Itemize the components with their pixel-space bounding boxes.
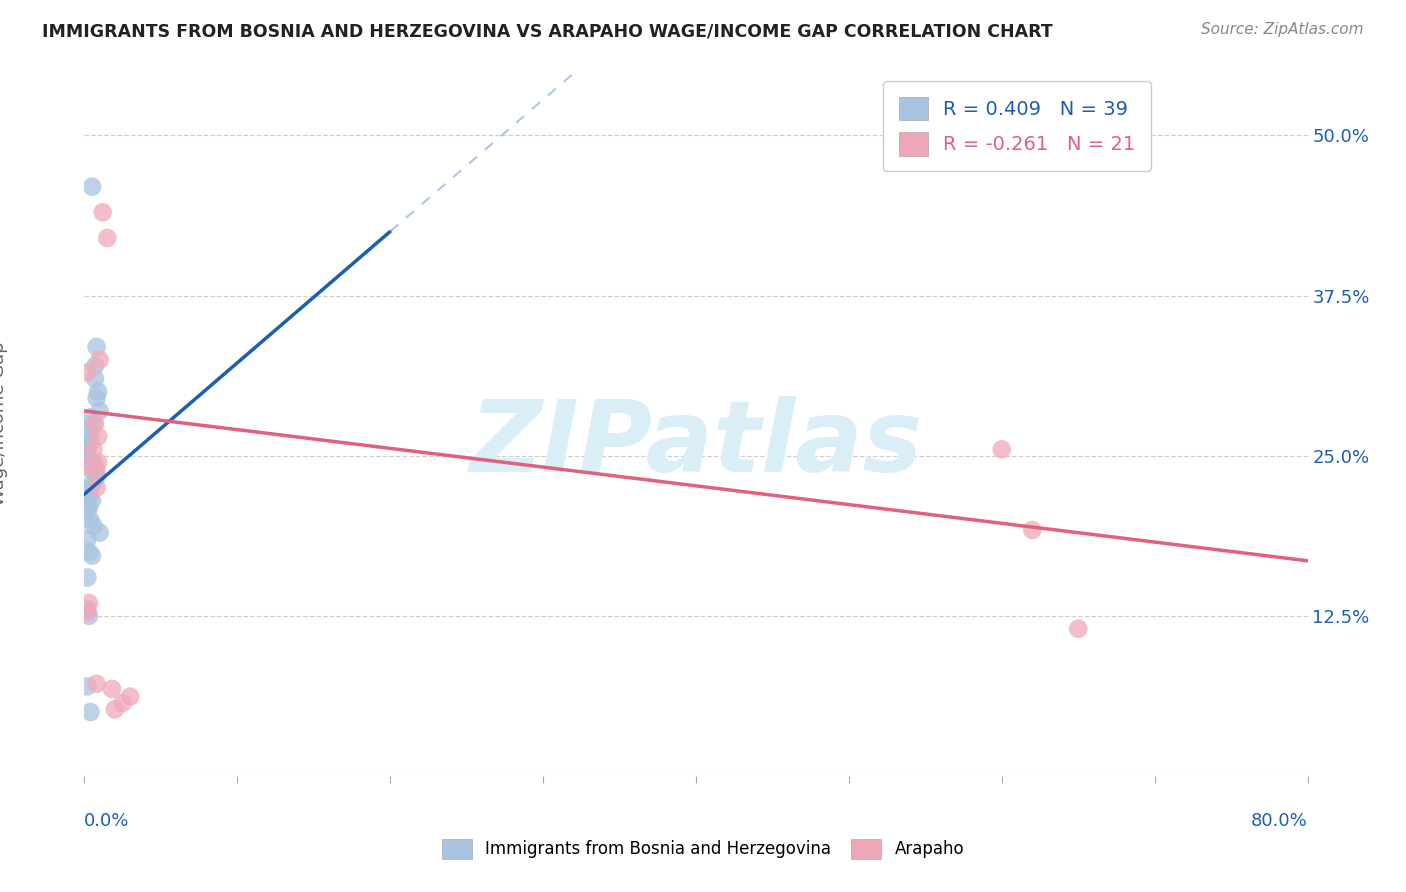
- Point: [83, 457, 105, 471]
- Point: [89, 352, 111, 367]
- Point: [77, 608, 100, 623]
- Point: [87, 455, 110, 469]
- Point: [76, 679, 98, 693]
- Point: [86, 464, 108, 478]
- Point: [1067, 622, 1090, 636]
- Point: [86, 469, 108, 483]
- Point: [80, 493, 103, 508]
- Y-axis label: Wage/Income Gap: Wage/Income Gap: [0, 342, 8, 506]
- Point: [87, 384, 110, 399]
- Text: ZIPatlas: ZIPatlas: [470, 396, 922, 493]
- Point: [87, 429, 110, 443]
- Point: [89, 525, 111, 540]
- Point: [86, 340, 108, 354]
- Point: [83, 417, 105, 431]
- Point: [86, 391, 108, 405]
- Point: [83, 519, 105, 533]
- Point: [76, 446, 98, 460]
- Point: [80, 179, 103, 194]
- Point: [79, 513, 101, 527]
- Point: [76, 605, 98, 619]
- Text: 80.0%: 80.0%: [1251, 812, 1308, 830]
- Point: [77, 458, 100, 473]
- Point: [80, 477, 103, 491]
- Point: [84, 417, 107, 431]
- Point: [76, 366, 98, 380]
- Point: [77, 596, 100, 610]
- Point: [120, 690, 142, 704]
- Point: [1021, 523, 1043, 537]
- Point: [76, 487, 98, 501]
- Legend: R = 0.409   N = 39, R = -0.261   N = 21: R = 0.409 N = 39, R = -0.261 N = 21: [883, 81, 1152, 171]
- Point: [76, 484, 98, 499]
- Point: [84, 372, 107, 386]
- Point: [79, 410, 101, 425]
- Point: [991, 442, 1014, 457]
- Point: [80, 549, 103, 563]
- Point: [91, 205, 114, 219]
- Point: [79, 705, 101, 719]
- Point: [111, 696, 134, 710]
- Point: [76, 570, 98, 584]
- Point: [77, 500, 100, 514]
- Point: [77, 490, 100, 504]
- Text: Source: ZipAtlas.com: Source: ZipAtlas.com: [1201, 22, 1364, 37]
- Legend: Immigrants from Bosnia and Herzegovina, Arapaho: Immigrants from Bosnia and Herzegovina, …: [436, 832, 970, 866]
- Point: [77, 461, 100, 475]
- Point: [101, 681, 124, 696]
- Point: [96, 231, 118, 245]
- Point: [77, 436, 100, 450]
- Point: [77, 451, 100, 466]
- Point: [104, 702, 127, 716]
- Point: [77, 545, 100, 559]
- Point: [84, 359, 107, 373]
- Point: [86, 677, 108, 691]
- Point: [77, 423, 100, 437]
- Point: [89, 404, 111, 418]
- Point: [83, 442, 105, 457]
- Point: [76, 504, 98, 518]
- Text: 0.0%: 0.0%: [84, 812, 129, 830]
- Point: [76, 602, 98, 616]
- Point: [80, 455, 103, 469]
- Text: IMMIGRANTS FROM BOSNIA AND HERZEGOVINA VS ARAPAHO WAGE/INCOME GAP CORRELATION CH: IMMIGRANTS FROM BOSNIA AND HERZEGOVINA V…: [42, 22, 1053, 40]
- Point: [76, 442, 98, 457]
- Point: [76, 532, 98, 546]
- Point: [86, 481, 108, 495]
- Point: [84, 464, 107, 478]
- Point: [79, 429, 101, 443]
- Point: [79, 481, 101, 495]
